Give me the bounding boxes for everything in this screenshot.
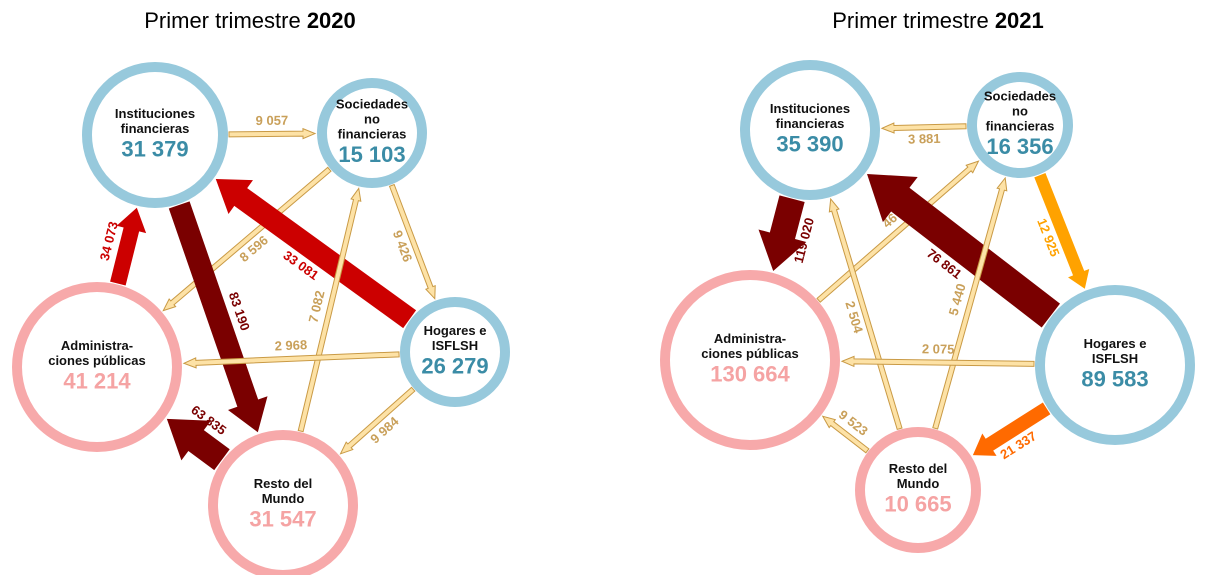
node-value: 89 583 <box>1081 366 1148 391</box>
flow-arrow <box>840 355 1035 368</box>
flow-label: 9 057 <box>256 113 289 128</box>
title-2020: Primer trimestre 2020 <box>144 8 356 33</box>
flow-arrow <box>816 160 980 303</box>
node-value: 26 279 <box>421 353 488 378</box>
node-label: Resto del <box>889 461 948 476</box>
node-label: financieras <box>121 121 190 136</box>
node-circle <box>740 60 880 200</box>
node-circle <box>855 427 981 553</box>
node-label: Instituciones <box>115 106 195 121</box>
flow-arrow <box>867 173 1060 328</box>
node-label: financieras <box>338 126 407 141</box>
node-value: 16 356 <box>986 134 1053 159</box>
flow-arrow <box>339 386 416 455</box>
flow-label: 2 075 <box>922 341 955 356</box>
node-label: Hogares e <box>1084 336 1147 351</box>
flow-arrow <box>1034 173 1090 289</box>
flow-arrow <box>182 351 400 369</box>
node-label: no <box>364 111 380 126</box>
flow-arrow <box>828 197 903 431</box>
node-label: ciones públicas <box>48 353 146 368</box>
flow-arrow <box>932 176 1008 430</box>
flow-arrow <box>758 195 807 271</box>
node-circle <box>317 78 427 188</box>
node-label: Administra- <box>714 331 786 346</box>
node-label: Sociedades <box>336 96 408 111</box>
node-circle <box>660 270 840 450</box>
node-value: 10 665 <box>884 491 951 516</box>
node-label: ISFLSH <box>432 338 478 353</box>
flow-label: 7 082 <box>305 289 327 324</box>
flow-arrow <box>168 201 268 433</box>
node-value: 130 664 <box>710 361 790 386</box>
node-value: 31 547 <box>249 506 316 531</box>
node-label: Instituciones <box>770 101 850 116</box>
flow-arrow <box>215 178 417 329</box>
node-value: 41 214 <box>63 368 131 393</box>
node-value: 35 390 <box>776 131 843 156</box>
node-value: 31 379 <box>121 136 188 161</box>
node-label: financieras <box>776 116 845 131</box>
node-label: ISFLSH <box>1092 351 1138 366</box>
flow-arrow <box>880 122 967 134</box>
node-circle <box>967 72 1073 178</box>
node-label: Administra- <box>61 338 133 353</box>
flow-arrow <box>821 415 870 454</box>
node-label: financieras <box>986 118 1055 133</box>
flow-arrow <box>972 402 1051 456</box>
node-label: Mundo <box>262 491 305 506</box>
node-label: Sociedades <box>984 88 1056 103</box>
node-circle <box>208 430 358 575</box>
flow-arrow <box>110 207 147 286</box>
flow-label: 2 968 <box>274 337 307 353</box>
node-label: ciones públicas <box>701 346 799 361</box>
node-value: 15 103 <box>338 142 405 167</box>
flow-arrow <box>297 187 362 433</box>
node-circle <box>1035 285 1195 445</box>
title-2021: Primer trimestre 2021 <box>832 8 1044 33</box>
node-label: Hogares e <box>424 323 487 338</box>
node-label: Resto del <box>254 476 313 491</box>
node-circle <box>12 282 182 452</box>
node-label: no <box>1012 103 1028 118</box>
flow-arrow <box>388 183 436 300</box>
node-circle <box>400 297 510 407</box>
flow-arrow <box>166 418 230 471</box>
node-label: Mundo <box>897 476 940 491</box>
flow-label: 3 881 <box>908 131 941 147</box>
flow-arrow <box>228 127 317 140</box>
node-circle <box>82 62 228 208</box>
